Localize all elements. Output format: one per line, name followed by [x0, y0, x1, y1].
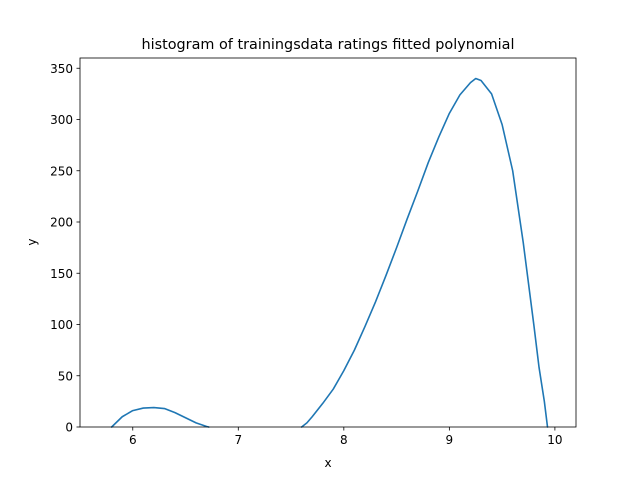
y-tick-label: 100 — [50, 318, 73, 332]
chart-title: histogram of trainingsdata ratings fitte… — [141, 37, 514, 53]
x-axis-label: x — [324, 456, 331, 470]
y-tick-label: 300 — [50, 113, 73, 127]
series-line-segment — [110, 406, 210, 428]
x-tick-label: 7 — [234, 433, 242, 447]
series-layer — [110, 77, 549, 428]
plot-area — [80, 58, 576, 427]
x-axis: 6 7 8 9 10 — [129, 427, 563, 447]
y-tick-label: 250 — [50, 164, 73, 178]
y-tick-label: 350 — [50, 62, 73, 76]
y-axis-label: y — [25, 238, 39, 245]
x-tick-label: 8 — [340, 433, 348, 447]
x-tick-label: 10 — [547, 433, 562, 447]
y-tick-label: 200 — [50, 216, 73, 230]
x-tick-label: 9 — [446, 433, 454, 447]
y-tick-label: 150 — [50, 267, 73, 281]
y-axis: 0 50 100 150 200 250 300 350 — [50, 62, 80, 435]
plot-frame — [79, 57, 577, 428]
x-tick-label: 6 — [129, 433, 137, 447]
series-line-segment — [300, 77, 549, 428]
y-tick-label: 50 — [58, 369, 73, 383]
y-tick-label: 0 — [65, 421, 73, 435]
